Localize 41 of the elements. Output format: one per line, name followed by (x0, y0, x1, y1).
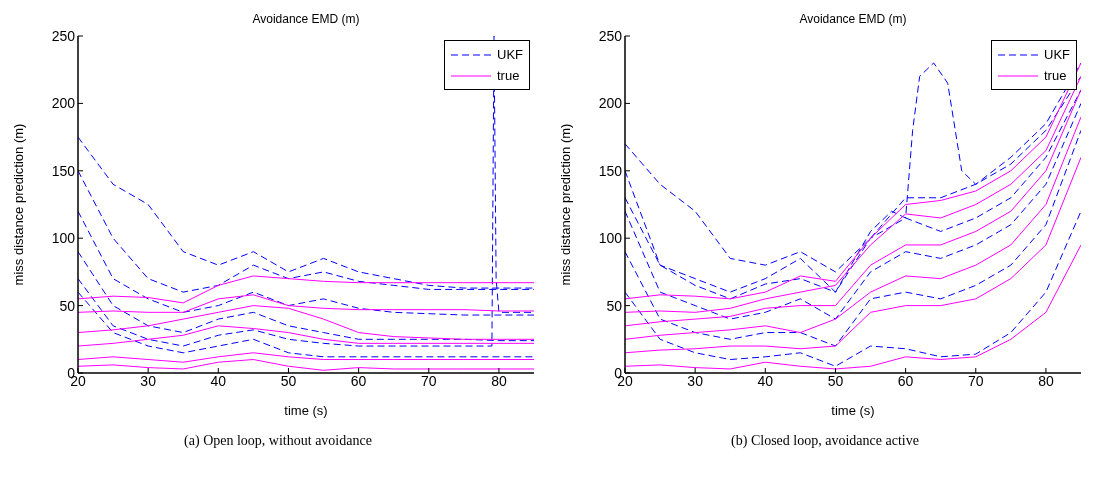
x-tick-label: 80 (1038, 372, 1054, 389)
chart-title: Avoidance EMD (m) (798, 12, 908, 26)
line-series (625, 244, 1081, 370)
x-axis-title: time (s) (284, 403, 328, 418)
line-series (78, 325, 534, 347)
y-axis-title: miss distance prediction (m) (557, 123, 573, 286)
text: (b) Closed loop, avoidance active (730, 433, 920, 449)
text: (a) Open loop, without avoidance (183, 433, 373, 449)
x-tick-label: 60 (897, 372, 914, 389)
x-tick-label: 50 (827, 372, 844, 389)
x-tick-label: 30 (687, 372, 704, 389)
y-tick-label: 200 (598, 95, 623, 112)
y-axis-title: miss distance prediction (m) (10, 123, 26, 286)
y-tick-label: 150 (598, 162, 623, 179)
line-series (78, 275, 534, 304)
x-tick-label: 50 (280, 372, 297, 389)
x-tick-label: 40 (210, 372, 227, 389)
x-tick-label: 30 (140, 372, 157, 389)
y-tick-label: 150 (51, 162, 76, 179)
y-tick-label: 100 (51, 230, 76, 247)
chart-title: Avoidance EMD (m) (251, 12, 361, 26)
line-series (625, 210, 1081, 367)
x-tick-label: 60 (350, 372, 367, 389)
legend-label: true (1044, 68, 1067, 83)
legend-label: UKF (1044, 47, 1070, 62)
legend-label: true (497, 68, 520, 83)
y-tick-label: 50 (59, 297, 76, 314)
x-tick-label: 70 (967, 372, 984, 389)
x-axis-title: time (s) (831, 403, 875, 418)
x-tick-label: 40 (757, 372, 774, 389)
legend-label: UKF (497, 47, 523, 62)
y-tick-label: 250 (598, 27, 623, 44)
x-tick-label: 70 (420, 372, 437, 389)
line-series (78, 352, 534, 363)
line-series (78, 291, 534, 358)
line-series (625, 156, 1081, 354)
y-tick-label: 100 (598, 230, 623, 247)
y-tick-label: 200 (51, 95, 76, 112)
y-tick-label: 50 (606, 297, 623, 314)
x-tick-label: 80 (491, 372, 507, 389)
y-tick-label: 250 (51, 27, 76, 44)
